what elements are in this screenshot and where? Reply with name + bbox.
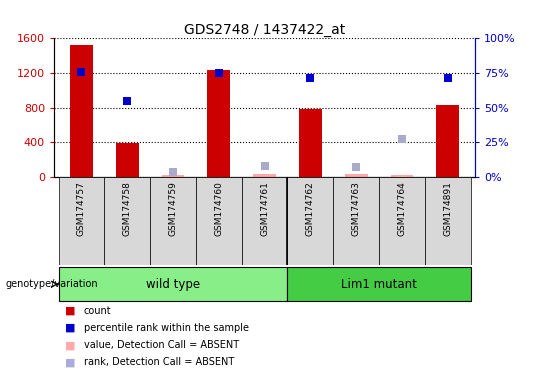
Bar [161, 175, 185, 177]
Bar [390, 175, 414, 177]
Text: ■: ■ [65, 323, 75, 333]
Bar [379, 177, 425, 265]
Bar [104, 177, 150, 265]
Bar [333, 177, 379, 265]
Bar [425, 177, 471, 265]
Bar [345, 174, 368, 177]
Text: GSM174758: GSM174758 [123, 181, 132, 236]
Bar [58, 177, 104, 265]
Point [397, 136, 406, 142]
Text: GSM174757: GSM174757 [77, 181, 86, 236]
Text: GSM174763: GSM174763 [352, 181, 361, 236]
Text: ■: ■ [65, 357, 75, 367]
Point [214, 70, 223, 76]
Point [168, 169, 177, 175]
Bar [287, 267, 471, 301]
Text: wild type: wild type [146, 278, 200, 291]
Point [260, 162, 269, 169]
Text: ■: ■ [65, 306, 75, 316]
Bar [287, 177, 333, 265]
Title: GDS2748 / 1437422_at: GDS2748 / 1437422_at [184, 23, 345, 37]
Text: GSM174764: GSM174764 [397, 181, 407, 236]
Bar [196, 177, 242, 265]
Text: percentile rank within the sample: percentile rank within the sample [84, 323, 249, 333]
Text: genotype/variation: genotype/variation [5, 279, 98, 289]
Point [443, 75, 452, 81]
Bar [116, 143, 139, 177]
Bar [70, 45, 93, 177]
Point [77, 68, 86, 74]
Text: rank, Detection Call = ABSENT: rank, Detection Call = ABSENT [84, 357, 234, 367]
Bar [150, 177, 196, 265]
Bar [58, 267, 287, 301]
Text: GSM174891: GSM174891 [443, 181, 452, 236]
Text: ■: ■ [65, 340, 75, 350]
Bar [253, 174, 276, 177]
Bar [299, 109, 322, 177]
Point [123, 98, 132, 104]
Text: Lim1 mutant: Lim1 mutant [341, 278, 417, 291]
Text: GSM174760: GSM174760 [214, 181, 224, 236]
Text: GSM174762: GSM174762 [306, 181, 315, 236]
Text: GSM174761: GSM174761 [260, 181, 269, 236]
Point [352, 164, 361, 170]
Bar [207, 70, 230, 177]
Text: GSM174759: GSM174759 [168, 181, 178, 236]
Bar [436, 105, 459, 177]
Text: value, Detection Call = ABSENT: value, Detection Call = ABSENT [84, 340, 239, 350]
Bar [242, 177, 287, 265]
Point [306, 75, 315, 81]
Text: count: count [84, 306, 111, 316]
